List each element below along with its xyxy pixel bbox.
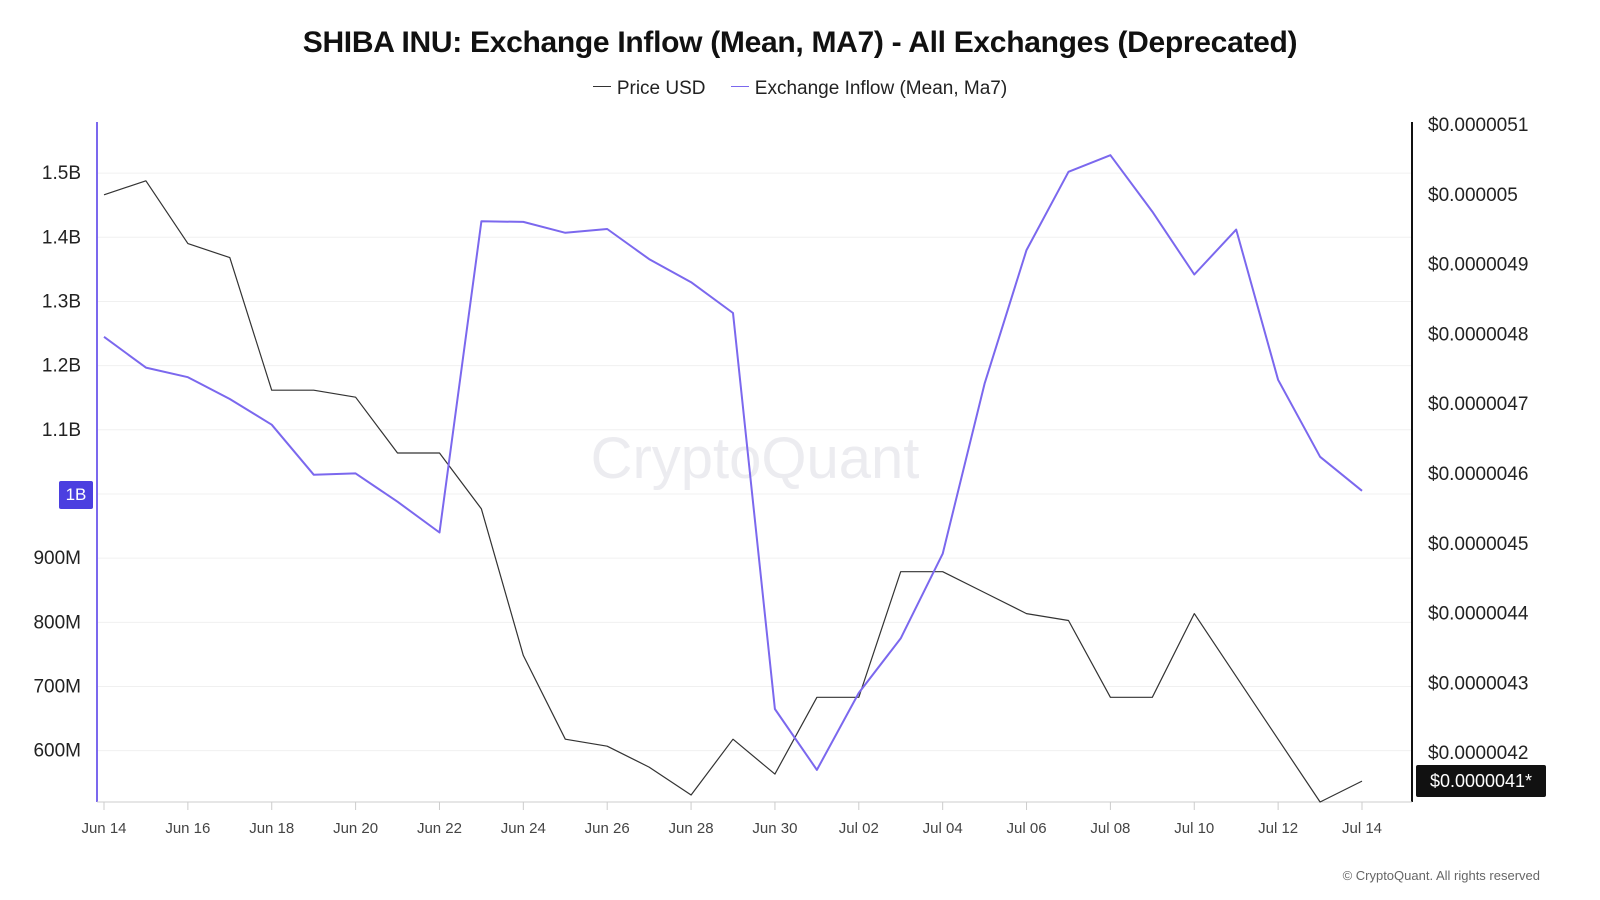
x-axis-tick-label: Jul 14 [1342,820,1382,837]
x-axis-tick-label: Jul 08 [1090,820,1130,837]
grid-lines [97,172,1412,752]
left-axis-tick-label: 1.4B [42,227,81,248]
price-usd-line[interactable] [103,180,1363,803]
right-axis-tick-label: $0.000005 [1428,185,1518,206]
x-axis-tick-label: Jun 30 [752,820,797,837]
legend-item-price[interactable]: Price USD [592,78,706,100]
series-lines [103,154,1363,803]
axes [96,122,1413,810]
right-axis-tick-label: $0.0000049 [1428,255,1528,276]
x-axis-tick-label: Jun 22 [417,820,462,837]
legend-label-inflow: Exchange Inflow (Mean, Ma7) [754,78,1008,99]
right-axis-tick-label: $0.0000042 [1428,743,1528,764]
left-axis-tick-label: 900M [33,548,81,569]
right-axis-tick-label: $0.0000051 [1428,115,1528,136]
legend: Price USD Exchange Inflow (Mean, Ma7) [0,78,1600,100]
x-axis-tick-label: Jun 16 [165,820,210,837]
right-axis-tick-label: $0.0000048 [1428,324,1528,345]
left-axis-tick-label: 600M [33,741,81,762]
left-axis-tick-label: 1.3B [42,291,81,312]
x-axis-tick-label: Jul 12 [1258,820,1298,837]
x-axis-tick-label: Jul 06 [1007,820,1047,837]
x-axis-tick-label: Jun 26 [585,820,630,837]
x-axis-tick-label: Jul 02 [839,820,879,837]
left-axis-tick-label: 800M [33,612,81,633]
x-axis-tick-label: Jul 10 [1174,820,1214,837]
current-price-badge [1416,765,1546,798]
legend-label-price: Price USD [616,78,706,99]
left-axis-tick-label: 1.5B [42,163,81,184]
right-axis-tick-label: $0.0000044 [1428,604,1529,625]
x-axis-tick-label: Jun 24 [501,820,546,837]
chart-title: SHIBA INU: Exchange Inflow (Mean, MA7) -… [302,26,1298,59]
legend-item-inflow[interactable]: Exchange Inflow (Mean, Ma7) [730,78,1008,100]
right-axis-tick-label: $0.0000047 [1428,394,1528,415]
copyright-notice: © CryptoQuant. All rights reserved [1342,868,1540,883]
exchange-inflow-line[interactable] [103,154,1363,771]
x-axis-tick-label: Jul 04 [923,820,963,837]
x-axis-tick-label: Jun 20 [333,820,378,837]
left-axis-tick-label: 1B [66,485,87,504]
left-axis-tick-label: 700M [33,676,81,697]
right-axis-tick-label: $0.0000045 [1428,534,1528,555]
left-axis-highlight-badge [59,480,93,509]
right-axis-tick-label: $0.0000043 [1428,673,1528,694]
left-axis-tick-label: 1.2B [42,356,81,377]
x-axis-tick-label: Jun 14 [81,820,126,837]
x-axis-tick-label: Jun 18 [249,820,294,837]
right-axis-tick-label: $0.0000046 [1428,464,1528,485]
left-axis-tick-label: 1.1B [42,420,81,441]
watermark: CryptoQuant [591,426,920,491]
legend-swatch-inflow [730,86,749,88]
current-price-label: $0.0000041* [1430,771,1532,791]
x-axis-tick-label: Jun 28 [669,820,714,837]
tick-labels: 600M 700M 800M 900M 1B 1.1B 1.2B 1.3B 1.4B 1.5B $0… [33,115,1546,837]
legend-swatch-price [592,86,611,88]
